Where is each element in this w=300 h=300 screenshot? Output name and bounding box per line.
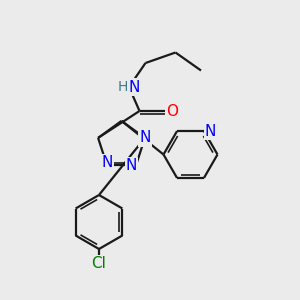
Text: O: O bbox=[167, 103, 178, 118]
Text: Cl: Cl bbox=[92, 256, 106, 271]
Text: N: N bbox=[139, 130, 151, 146]
Text: H: H bbox=[117, 80, 128, 94]
Text: N: N bbox=[101, 155, 113, 170]
Text: N: N bbox=[129, 80, 140, 94]
Text: N: N bbox=[126, 158, 137, 173]
Text: N: N bbox=[205, 124, 216, 139]
